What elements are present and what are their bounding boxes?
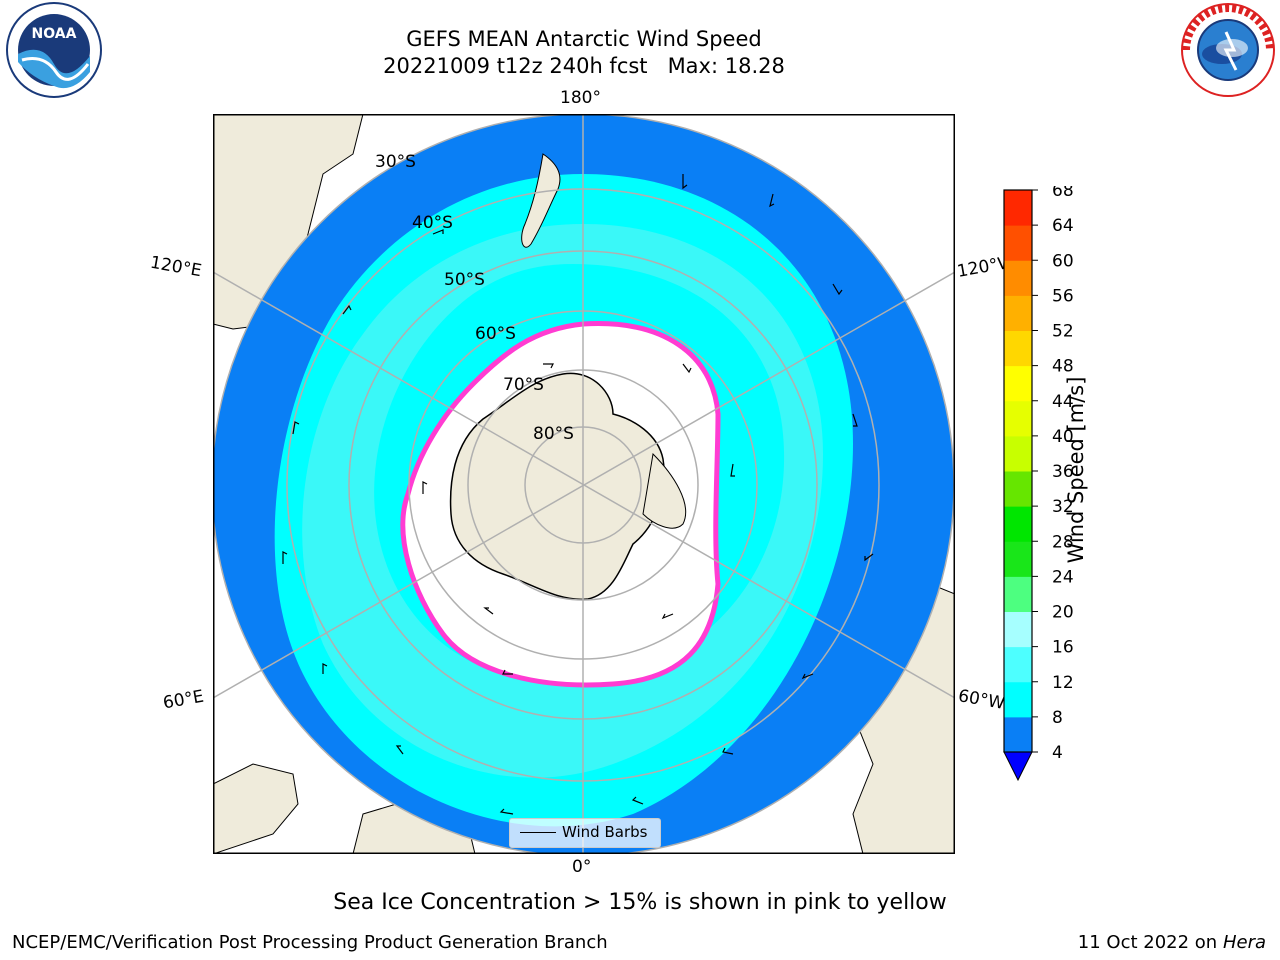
colorbar-tick-label: 20 [1052,603,1074,623]
new-zealand-land [521,153,561,248]
colorbar-segment [1004,681,1032,718]
nws-logo [1181,3,1275,97]
colorbar-tick-label: 32 [1052,497,1074,517]
lon-label-0: 0° [572,857,592,877]
colorbar-tick-label: 4 [1052,743,1063,763]
colorbar-tick-label: 36 [1052,462,1074,482]
map-legend: Wind Barbs [509,818,661,848]
polar-map [213,114,955,854]
colorbar-segment [1004,400,1032,437]
lon-label-60w: 60°W [956,686,1007,714]
lat-label-30s: 30°S [375,152,416,172]
colorbar-tick-label: 16 [1052,638,1074,658]
longitude-grid [213,114,955,854]
footer-date-text: 11 Oct 2022 on [1077,932,1223,953]
colorbar-tick-label: 56 [1052,286,1074,306]
colorbar-tick-label: 44 [1052,392,1074,412]
lat-label-50s: 50°S [444,270,485,290]
colorbar-tick-label: 52 [1052,322,1074,342]
colorbar-tick-label: 60 [1052,251,1074,271]
wind-barb-legend-line [520,832,556,833]
colorbar-tick-label: 40 [1052,427,1074,447]
colorbar-segment [1004,190,1032,226]
colorbar-tick-label: 28 [1052,532,1074,552]
lon-label-120e: 120°E [148,252,204,282]
lat-label-60s: 60°S [475,324,516,344]
colorbar-extend-arrow [1003,751,1033,782]
chart-title: GEFS MEAN Antarctic Wind Speed [406,27,762,51]
colorbar-segment [1004,576,1032,612]
colorbar-tick-label: 68 [1052,186,1074,201]
wind-barbs [282,174,874,815]
colorbar-label: Wind Speed [m/s] [1064,376,1088,564]
colorbar-tick-label: 64 [1052,216,1074,236]
lat-label-40s: 40°S [412,213,453,233]
colorbar-segment [1004,330,1032,367]
colorbar-tick-label: 12 [1052,673,1074,693]
antarctic-peninsula-land [642,452,687,529]
colorbar-segment [1004,506,1032,542]
colorbar-segment [1004,611,1032,648]
noaa-logo-text: NOAA [32,26,77,42]
wind-barb-legend-label: Wind Barbs [562,823,648,841]
colorbar-segment [1004,365,1032,402]
colorbar-segment [1004,295,1032,331]
footer-credit: NCEP/EMC/Verification Post Processing Pr… [12,932,608,953]
colorbar-segment [1004,471,1032,507]
colorbar-segment [1004,435,1032,472]
colorbar-segment [1004,646,1032,683]
noaa-logo: NOAA [6,2,102,98]
colorbar-segment [1004,541,1032,577]
sea-ice-caption: Sea Ice Concentration > 15% is shown in … [333,890,947,915]
footer-machine: Hera [1222,932,1266,953]
lon-label-180: 180° [560,88,601,108]
lon-label-60e: 60°E [161,686,206,714]
colorbar-tick-label: 24 [1052,567,1074,587]
lat-label-70s: 70°S [503,375,544,395]
colorbar-tick-label: 8 [1052,708,1063,728]
africa-land [213,763,299,854]
colorbar-segment [1004,225,1032,261]
colorbar-segment [1004,716,1032,753]
colorbar-tick-label: 48 [1052,357,1074,377]
footer-date: 11 Oct 2022 on Hera [1078,932,1266,953]
chart-subtitle: 20221009 t12z 240h fcst Max: 18.28 [383,54,785,78]
lat-label-80s: 80°S [533,424,574,444]
colorbar-segment [1004,260,1032,296]
